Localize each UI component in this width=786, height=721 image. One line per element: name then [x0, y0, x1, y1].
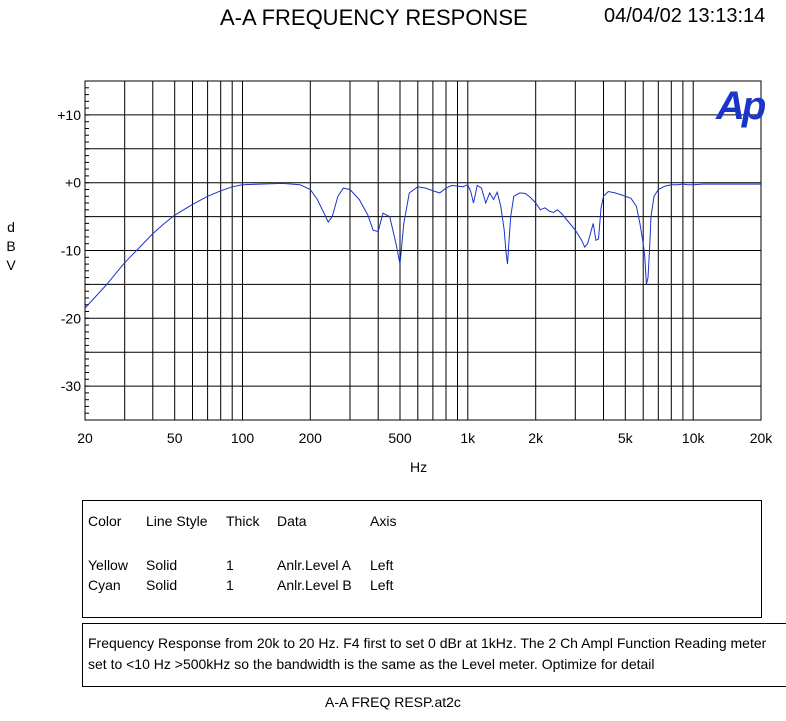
x-tick-label: 50 — [167, 430, 183, 446]
series-line — [84, 182, 761, 309]
frequency-response-chart: 20 50 100 200 500 1k 2k 5k 10k 20k +10 +0 -10 -20 -30 — [57, 80, 774, 446]
legend-header-line-style: Line Style — [146, 513, 208, 529]
x-tick-label: 2k — [528, 430, 544, 446]
note-line: Frequency Response from 20k to 20 Hz. F4… — [88, 635, 767, 651]
y-tick-label: -30 — [61, 378, 81, 394]
legend-row-axis: Left — [370, 557, 394, 573]
y-tick-label: -20 — [61, 310, 81, 326]
legend-row-line-style: Solid — [146, 557, 178, 573]
legend-row-line-style: Solid — [146, 577, 178, 593]
x-tick-label: 10k — [682, 430, 706, 446]
x-axis-label: Hz — [410, 459, 428, 475]
timestamp: 04/04/02 13:13:14 — [604, 5, 766, 27]
chart-title: A-A FREQUENCY RESPONSE — [220, 5, 528, 30]
legend-header-data: Data — [277, 513, 307, 529]
legend-row-data: Anlr.Level A — [277, 557, 351, 573]
legend-row-color: Cyan — [88, 577, 121, 593]
legend-table: Color Line Style Thick Data Axis Yellow … — [82, 500, 762, 618]
legend-row-thick: 1 — [226, 557, 234, 573]
legend-header-color: Color — [88, 513, 122, 529]
legend-row-thick: 1 — [226, 577, 234, 593]
footer-filename: A-A FREQ RESP.at2c — [325, 694, 461, 710]
legend-row-axis: Left — [370, 577, 394, 593]
x-tick-label: 1k — [460, 430, 476, 446]
note-line: set to <10 Hz >500kHz so the bandwidth i… — [88, 656, 655, 672]
x-tick-label: 5k — [618, 430, 634, 446]
legend-header-axis: Axis — [370, 513, 397, 529]
x-tick-label: 200 — [299, 430, 323, 446]
legend-row-color: Yellow — [88, 557, 128, 573]
y-axis-label-char: d — [7, 219, 15, 235]
x-tick-label: 500 — [388, 430, 412, 446]
y-axis-label-char: V — [6, 257, 16, 273]
y-tick-label: +0 — [65, 175, 81, 191]
x-tick-label: 20k — [750, 430, 774, 446]
legend-row-data: Anlr.Level B — [277, 577, 352, 593]
y-axis-label: d B V — [5, 218, 17, 275]
plot-frame — [84, 80, 762, 421]
x-tick-label: 20 — [77, 430, 93, 446]
notes-box: Frequency Response from 20k to 20 Hz. F4… — [82, 623, 786, 687]
legend-header-thick: Thick — [226, 513, 260, 529]
y-tick-label: -10 — [61, 243, 81, 259]
y-tick-label: +10 — [57, 107, 81, 123]
y-axis-label-char: B — [6, 238, 16, 254]
x-tick-label: 100 — [231, 430, 255, 446]
ap-logo: Ap — [716, 84, 766, 128]
